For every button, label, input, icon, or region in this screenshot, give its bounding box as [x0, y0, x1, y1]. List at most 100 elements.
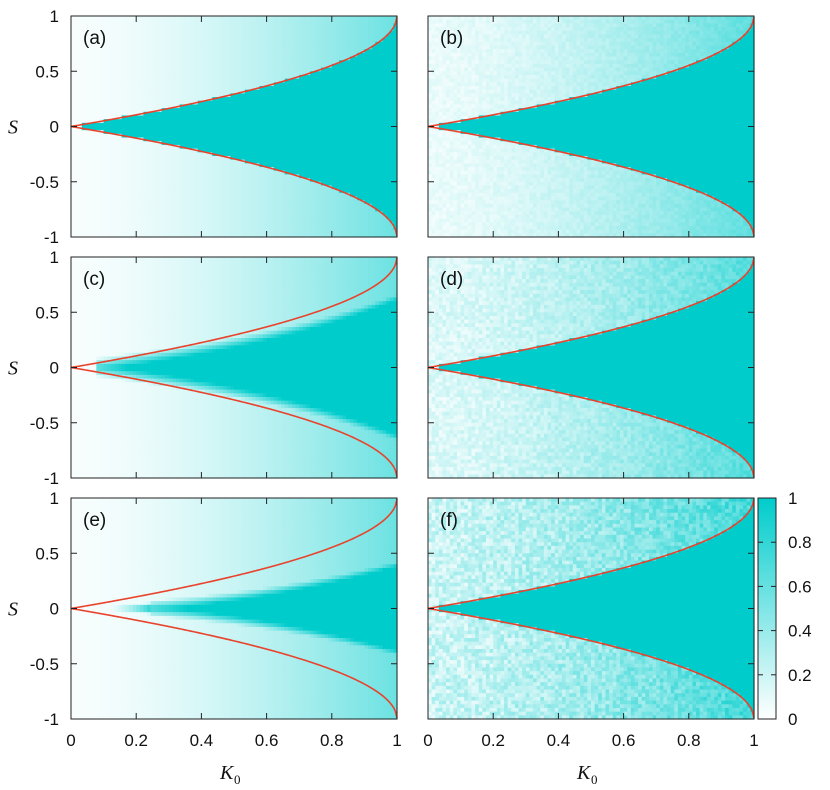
heatmap-cell [191, 204, 195, 208]
heatmap-cell [172, 79, 176, 83]
heatmap-cell [263, 127, 267, 131]
heatmap-cell [151, 42, 155, 46]
heatmap-cell [220, 20, 224, 24]
heatmap-cell [125, 219, 129, 223]
heatmap-cell [335, 49, 339, 53]
heatmap-cell [270, 222, 274, 226]
heatmap-cell [296, 34, 300, 38]
heatmap-cell [299, 57, 303, 61]
heatmap-cell [259, 75, 263, 79]
heatmap-cell [104, 215, 108, 219]
heatmap-cell [133, 79, 137, 83]
heatmap-cell [96, 64, 100, 68]
heatmap-cell [111, 204, 115, 208]
heatmap-cell [292, 31, 296, 35]
heatmap-cell [241, 97, 245, 101]
heatmap-cell [78, 49, 82, 53]
heatmap-cell [154, 204, 158, 208]
heatmap-cell [82, 145, 86, 149]
heatmap-cell [85, 204, 89, 208]
heatmap-cell [151, 93, 155, 97]
heatmap-cell [165, 160, 169, 164]
heatmap-cell [314, 49, 318, 53]
heatmap-cell [216, 123, 220, 127]
heatmap-cell [71, 200, 75, 204]
heatmap-cell [314, 211, 318, 215]
heatmap-cell [325, 42, 329, 46]
heatmap-cell [281, 160, 285, 164]
heatmap-cell [343, 182, 347, 186]
heatmap-cell [129, 196, 133, 200]
heatmap-cell [299, 27, 303, 31]
heatmap-cell [114, 97, 118, 101]
heatmap-cell [256, 101, 260, 105]
heatmap-cell [129, 45, 133, 49]
heatmap-cell [288, 86, 292, 90]
heatmap-cell [93, 108, 97, 112]
heatmap-cell [241, 196, 245, 200]
heatmap-cell [368, 152, 372, 156]
heatmap-cell [372, 75, 376, 79]
heatmap-cell [209, 211, 213, 215]
heatmap-cell [335, 134, 339, 138]
heatmap-cell [154, 152, 158, 156]
heatmap-cell [151, 86, 155, 90]
heatmap-cell [82, 90, 86, 94]
heatmap-cell [230, 152, 234, 156]
heatmap-cell [361, 57, 365, 61]
heatmap-cell [317, 93, 321, 97]
heatmap-cell [354, 45, 358, 49]
heatmap-cell [274, 130, 278, 134]
heatmap-cell [357, 45, 361, 49]
heatmap-cell [263, 171, 267, 175]
heatmap-cell [252, 101, 256, 105]
heatmap-cell [165, 27, 169, 31]
heatmap-cell [263, 134, 267, 138]
heatmap-cell [263, 145, 267, 149]
heatmap-cell [245, 130, 249, 134]
heatmap-cell [100, 82, 104, 86]
heatmap-cell [328, 57, 332, 61]
heatmap-cell [129, 174, 133, 178]
heatmap-cell [125, 82, 129, 86]
heatmap-cell [162, 119, 166, 123]
heatmap-cell [187, 86, 191, 90]
heatmap-cell [270, 16, 274, 20]
heatmap-cell [118, 200, 122, 204]
heatmap-cell [165, 152, 169, 156]
heatmap-cell [212, 138, 216, 142]
heatmap-cell [346, 90, 350, 94]
heatmap-cell [151, 60, 155, 64]
heatmap-cell [125, 141, 129, 145]
heatmap-cell [220, 34, 224, 38]
heatmap-cell [285, 64, 289, 68]
heatmap-cell [238, 189, 242, 193]
heatmap-cell [125, 57, 129, 61]
heatmap-cell [209, 93, 213, 97]
heatmap-cell [176, 101, 180, 105]
heatmap-cell [339, 215, 343, 219]
heatmap-cell [277, 163, 281, 167]
heatmap-cell [285, 93, 289, 97]
heatmap-cell [187, 108, 191, 112]
heatmap-cell [238, 174, 242, 178]
heatmap-cell [114, 20, 118, 24]
heatmap-cell [354, 86, 358, 90]
heatmap-cell [335, 104, 339, 108]
heatmap-cell [234, 108, 238, 112]
heatmap-cell [176, 219, 180, 223]
heatmap-cell [125, 79, 129, 83]
heatmap-cell [191, 182, 195, 186]
heatmap-cell [292, 219, 296, 223]
heatmap-cell [310, 204, 314, 208]
heatmap-cell [343, 45, 347, 49]
heatmap-cell [85, 53, 89, 57]
heatmap-cell [368, 185, 372, 189]
heatmap-cell [238, 163, 242, 167]
heatmap-cell [343, 104, 347, 108]
heatmap-cell [332, 222, 336, 226]
heatmap-cell [198, 215, 202, 219]
heatmap-cell [201, 42, 205, 46]
heatmap-cell [78, 104, 82, 108]
heatmap-cell [281, 152, 285, 156]
